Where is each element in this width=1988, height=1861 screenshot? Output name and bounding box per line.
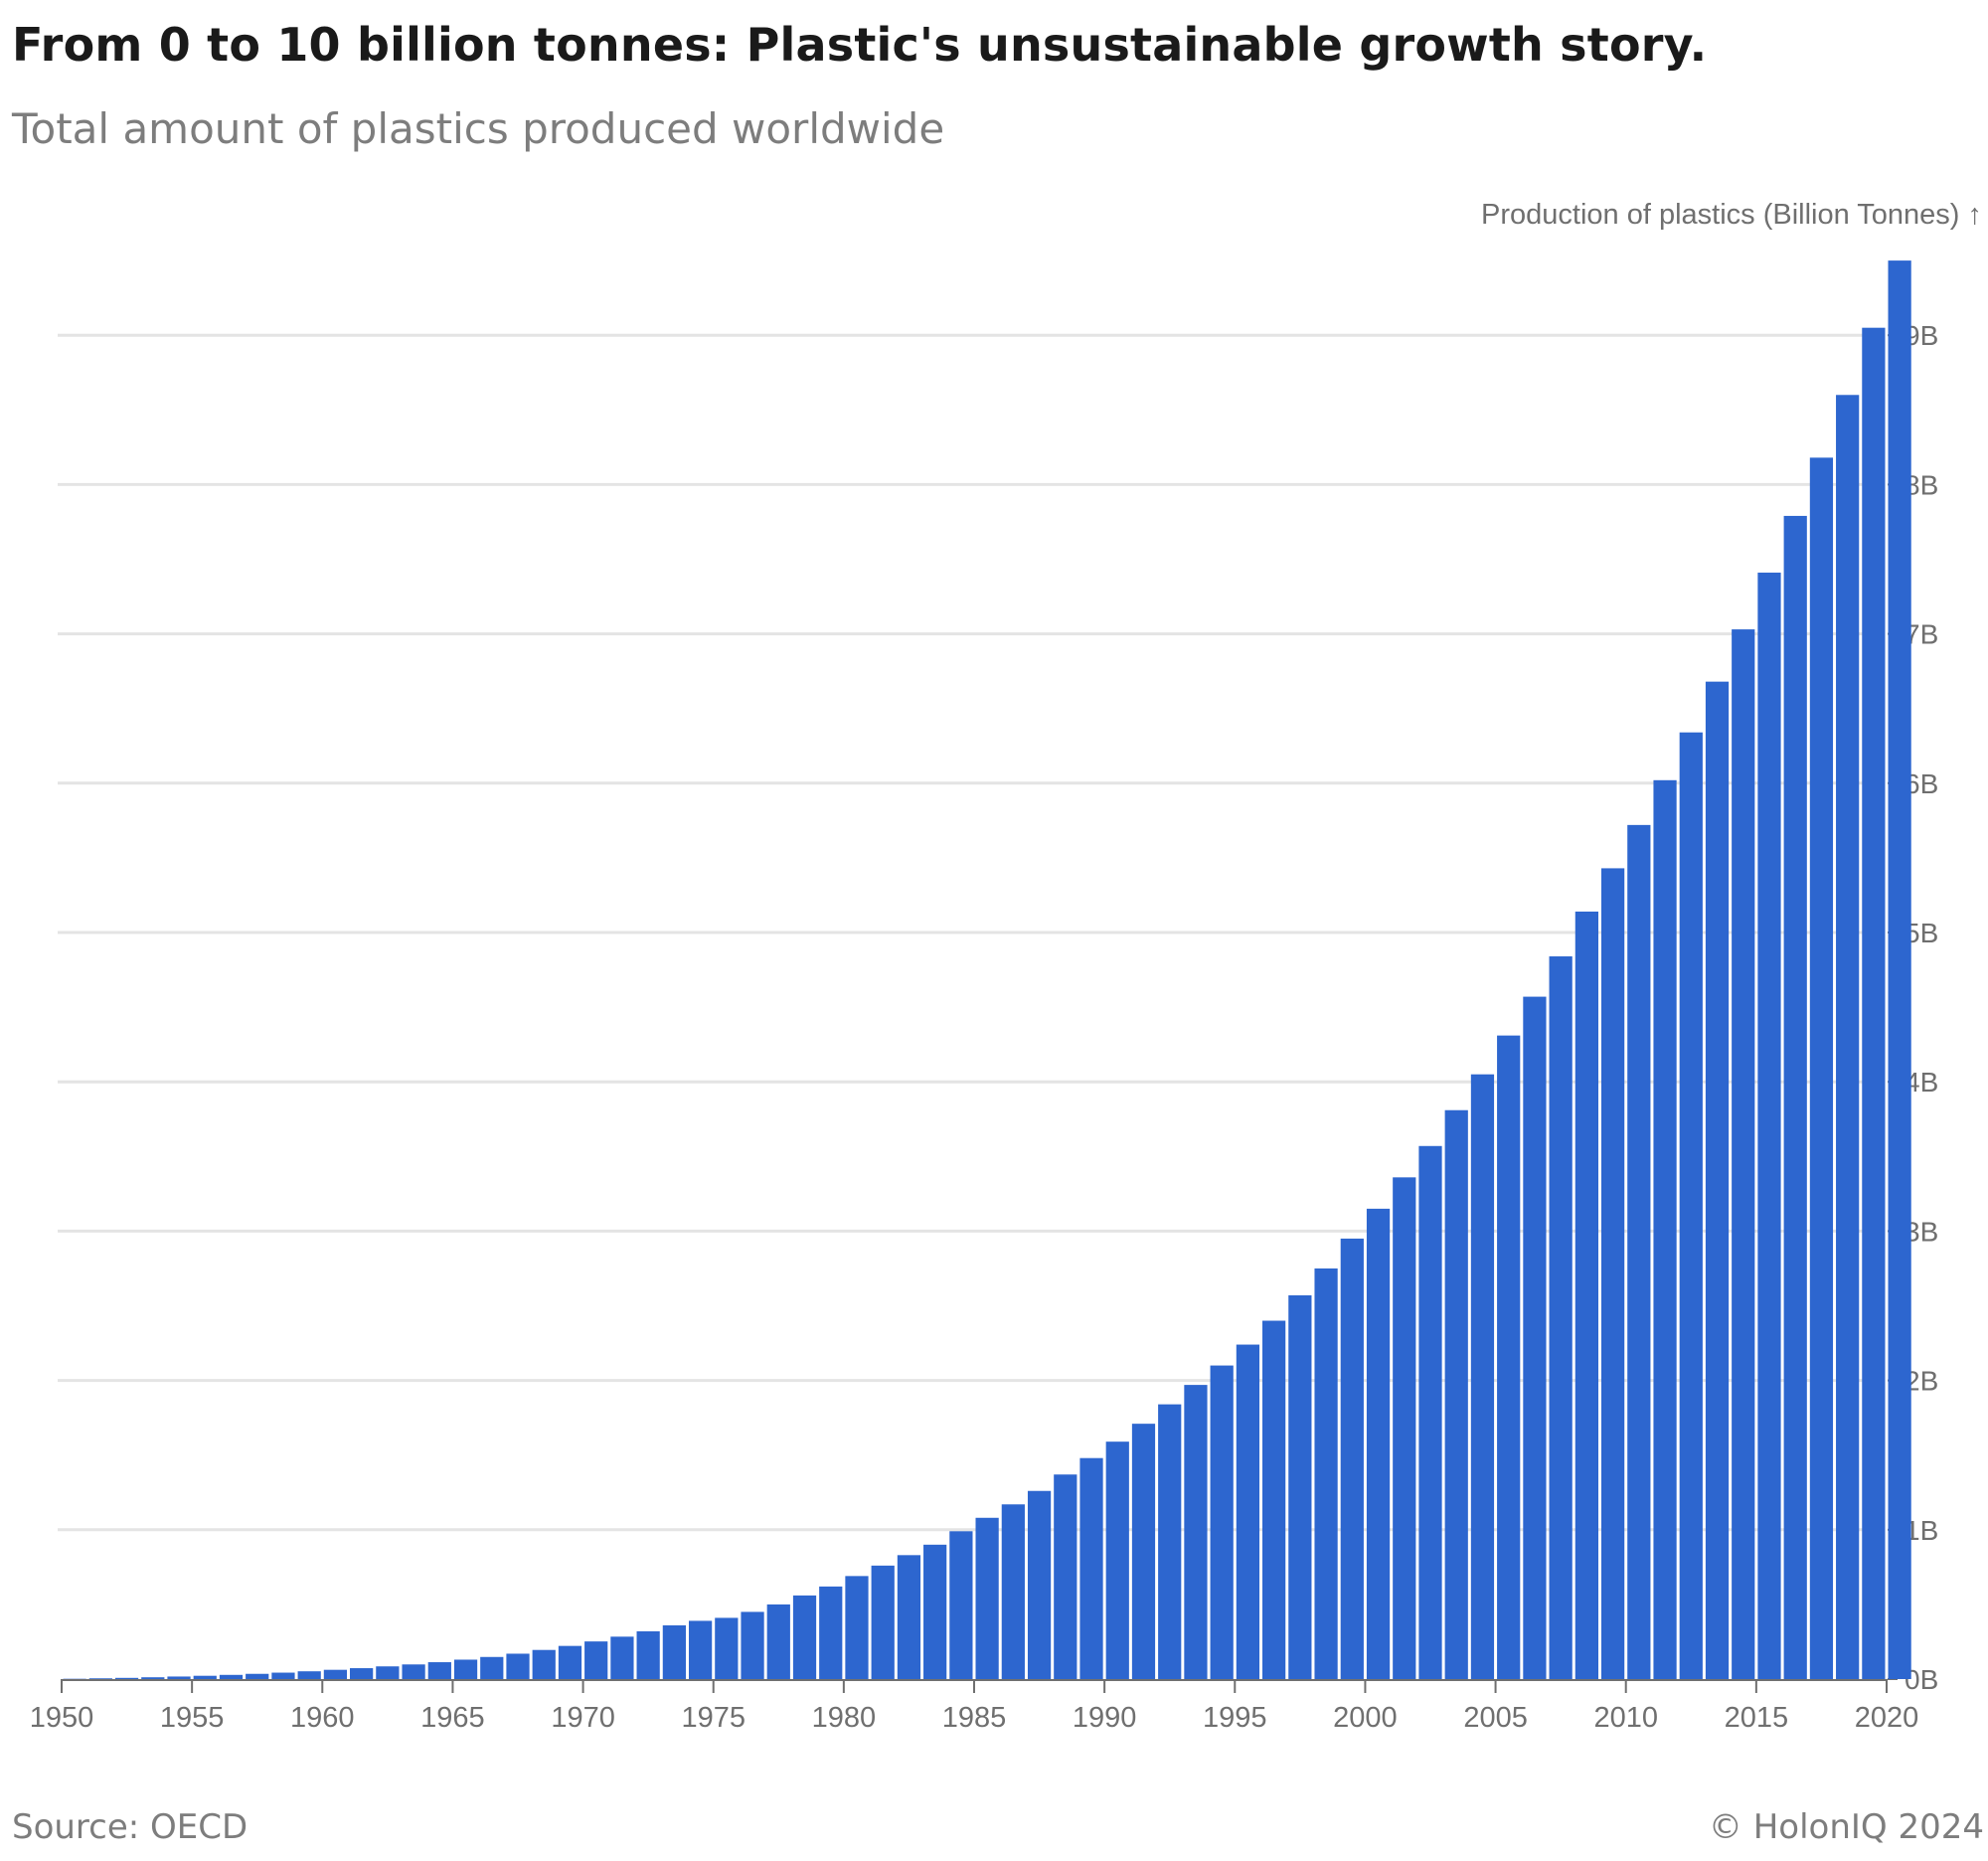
bar-1973 [662,1624,686,1679]
bar-2018 [1836,395,1860,1679]
bar-1988 [1054,1474,1077,1679]
bar-1990 [1105,1441,1129,1679]
bar-2013 [1705,681,1730,1679]
chart-title: From 0 to 10 billion tonnes: Plastic's u… [12,18,1708,72]
bar-1996 [1262,1320,1286,1679]
bar-1961 [350,1668,374,1679]
bar-1954 [167,1676,191,1679]
bar-2016 [1783,515,1807,1680]
bar-1977 [766,1604,790,1679]
bar-2006 [1523,996,1547,1679]
bar-1980 [845,1576,869,1679]
bar-1957 [246,1673,269,1679]
bar-1952 [114,1677,139,1679]
bar-1960 [323,1669,348,1679]
bar-1978 [792,1595,817,1679]
x-tick-label: 1995 [1203,1702,1267,1734]
bar-1967 [506,1653,530,1679]
bar-1972 [636,1630,660,1679]
bar-1984 [949,1531,973,1679]
bar-2014 [1732,629,1755,1679]
bar-1969 [558,1645,582,1679]
source-note: Source: OECD [12,1807,248,1847]
bar-1991 [1131,1424,1156,1679]
bar-1992 [1158,1404,1182,1679]
bar-2001 [1393,1177,1416,1679]
x-tick-label: 1990 [1073,1702,1137,1734]
bar-2005 [1497,1035,1521,1679]
bar-2019 [1862,327,1886,1680]
bar-1998 [1314,1268,1338,1679]
x-tick-label: 1960 [290,1702,355,1734]
bar-1963 [402,1664,425,1679]
x-tick-label: 1965 [420,1702,485,1734]
x-tick-label: 2000 [1333,1702,1398,1734]
bar-1983 [923,1544,947,1679]
x-tick-label: 1985 [942,1702,1007,1734]
x-tick-label: 1975 [681,1702,746,1734]
bar-1997 [1288,1294,1312,1679]
bar-2008 [1574,911,1598,1679]
bar-1987 [1027,1490,1052,1679]
bar-1966 [480,1656,504,1679]
bar-2010 [1627,824,1651,1679]
bar-2017 [1809,457,1834,1679]
bar-1965 [453,1659,478,1679]
bar-2015 [1757,573,1781,1679]
bar-1985 [975,1517,999,1679]
bar-2012 [1679,732,1703,1679]
x-tick-label: 1955 [160,1702,225,1734]
bar-1974 [688,1620,713,1679]
bar-1956 [219,1674,244,1679]
copyright-note: © HolonIQ 2024 [1708,1807,1984,1847]
bar-1982 [897,1555,921,1679]
bar-1975 [715,1617,739,1679]
bar-1976 [741,1611,764,1679]
chart-subtitle: Total amount of plastics produced worldw… [12,104,945,153]
bar-2003 [1444,1109,1468,1679]
x-tick-label: 1980 [812,1702,877,1734]
bar-1970 [584,1641,608,1679]
bar-1950 [63,1678,86,1680]
bar-2009 [1600,868,1625,1679]
bar-2000 [1366,1208,1391,1679]
x-tick-label: 2010 [1593,1702,1658,1734]
bar-1958 [271,1672,295,1679]
bar-1959 [297,1671,321,1679]
x-tick-label: 1950 [30,1702,94,1734]
bar-1968 [532,1649,556,1679]
bar-1953 [141,1677,165,1679]
x-tick-label: 1970 [551,1702,615,1734]
x-tick-label: 2015 [1725,1702,1789,1734]
bar-1999 [1340,1238,1364,1679]
y-axis-title: Production of plastics (Billion Tonnes) … [1481,199,1982,231]
bar-1981 [871,1565,895,1679]
bar-1989 [1079,1457,1103,1679]
bar-2020 [1888,260,1911,1680]
bar-2004 [1470,1074,1495,1679]
bar-2007 [1549,956,1573,1679]
x-tick-label: 2020 [1855,1702,1919,1734]
bar-1951 [88,1678,112,1679]
bar-1971 [610,1636,634,1679]
bar-1994 [1210,1365,1234,1679]
bar-1962 [376,1666,400,1679]
bar-2011 [1653,779,1677,1679]
bar-2002 [1418,1145,1442,1679]
bar-1979 [819,1586,843,1679]
bar-1993 [1184,1385,1208,1679]
bar-1964 [427,1662,451,1679]
bar-1986 [1001,1504,1025,1679]
bar-1955 [193,1675,217,1679]
bar-1995 [1236,1344,1260,1679]
x-tick-label: 2005 [1463,1702,1528,1734]
